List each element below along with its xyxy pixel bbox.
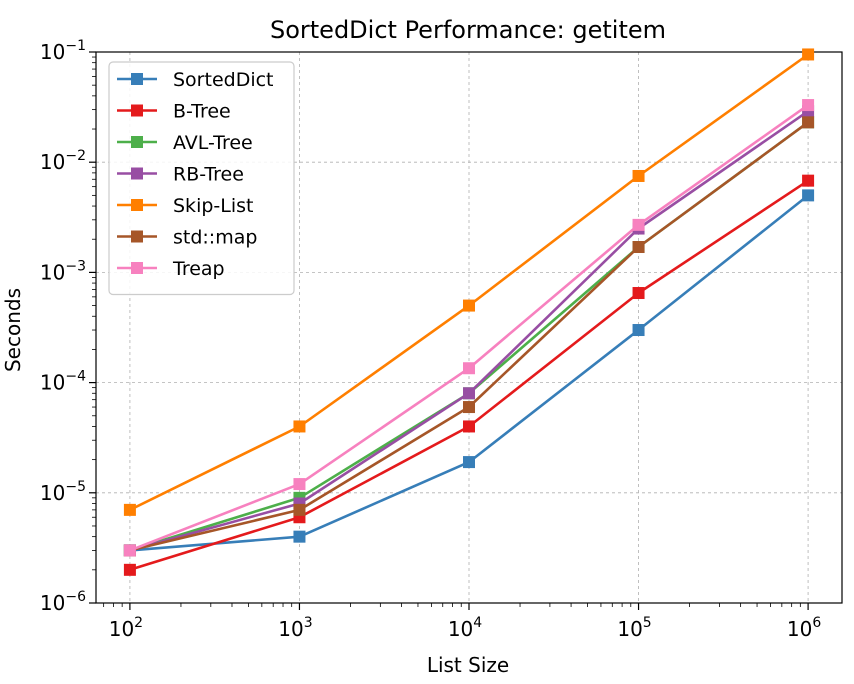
x-tick-base: 10 <box>448 617 473 641</box>
x-tick-base: 10 <box>109 617 134 641</box>
legend-label: AVL-Tree <box>173 132 253 154</box>
data-point <box>802 99 815 112</box>
y-tick-label: 10−1 <box>40 38 86 64</box>
data-point <box>123 544 136 557</box>
data-point <box>463 420 475 433</box>
data-point <box>293 503 306 516</box>
data-point <box>632 287 645 300</box>
data-point <box>293 478 306 491</box>
data-point <box>802 189 815 202</box>
x-tick-base: 10 <box>787 617 812 641</box>
x-tick-label: 104 <box>448 615 482 641</box>
legend-item: Skip-List <box>117 195 253 217</box>
y-tick-base: 10 <box>40 591 65 615</box>
chart-title: SortedDict Performance: getitem <box>270 16 666 44</box>
data-point <box>463 387 475 400</box>
legend-marker <box>131 262 143 274</box>
x-tick-exponent: 6 <box>812 615 821 631</box>
series-treap <box>123 99 815 557</box>
legend-marker <box>131 73 143 85</box>
legend-label: std::map <box>173 227 257 249</box>
data-point <box>632 241 645 254</box>
data-point <box>463 362 475 375</box>
y-tick-label: 10−2 <box>40 148 86 174</box>
legend-marker <box>131 104 143 117</box>
legend-label: B-Tree <box>173 101 231 123</box>
legend-label: RB-Tree <box>173 164 244 186</box>
legend-marker <box>131 230 143 243</box>
series-skip-list <box>123 48 815 516</box>
y-tick-base: 10 <box>40 371 65 395</box>
data-point <box>802 174 815 187</box>
y-tick-base: 10 <box>40 260 65 284</box>
data-point <box>293 530 306 543</box>
x-tick-exponent: 3 <box>304 615 313 631</box>
data-point <box>802 116 815 129</box>
x-tick-label: 106 <box>787 615 821 641</box>
data-point <box>632 218 645 231</box>
data-point <box>632 324 645 337</box>
legend-marker <box>131 136 143 148</box>
x-tick-exponent: 4 <box>473 615 482 631</box>
data-point <box>123 503 136 516</box>
x-tick-base: 10 <box>278 617 303 641</box>
y-tick-exponent: −6 <box>65 589 86 605</box>
data-point <box>632 169 645 182</box>
x-tick-exponent: 5 <box>643 615 652 631</box>
y-tick-base: 10 <box>40 481 65 505</box>
data-point <box>123 563 136 576</box>
x-tick-base: 10 <box>617 617 642 641</box>
data-point <box>802 48 815 61</box>
legend-item: B-Tree <box>117 101 231 123</box>
data-point <box>463 456 475 469</box>
data-point <box>293 420 306 433</box>
legend-label: Treap <box>172 258 225 280</box>
y-tick-base: 10 <box>40 40 65 64</box>
legend-item: AVL-Tree <box>117 132 253 154</box>
data-point <box>463 299 475 312</box>
x-tick-exponent: 2 <box>134 615 143 631</box>
y-tick-base: 10 <box>40 150 65 174</box>
legend-marker <box>131 199 143 211</box>
x-tick-label: 105 <box>617 615 651 641</box>
legend: SortedDict B-Tree AVL-Tree RB-Tree Skip-List… <box>108 61 295 296</box>
y-tick-exponent: −4 <box>65 369 86 385</box>
series-b-tree <box>123 174 815 576</box>
series-lines <box>123 48 815 576</box>
y-tick-exponent: −3 <box>65 258 86 274</box>
y-tick-exponent: −1 <box>65 38 86 54</box>
axes <box>89 51 843 610</box>
legend-label: Skip-List <box>173 195 253 217</box>
legend-label: SortedDict <box>173 69 274 91</box>
legend-item: Treap <box>117 258 225 280</box>
y-tick-label: 10−4 <box>40 369 86 395</box>
y-tick-label: 10−5 <box>40 479 86 505</box>
x-tick-label: 103 <box>278 615 312 641</box>
legend-marker <box>131 167 143 180</box>
y-tick-label: 10−3 <box>40 258 86 284</box>
x-axis-label: List Size <box>427 653 509 677</box>
y-axis-label: Seconds <box>1 288 25 372</box>
legend-item: SortedDict <box>117 69 274 91</box>
legend-item: RB-Tree <box>117 164 244 186</box>
y-tick-exponent: −2 <box>65 148 86 164</box>
x-tick-label: 102 <box>109 615 143 641</box>
y-tick-label: 10−6 <box>40 589 86 615</box>
legend-item: std::map <box>117 227 257 249</box>
data-point <box>463 401 475 414</box>
y-tick-exponent: −5 <box>65 479 86 495</box>
